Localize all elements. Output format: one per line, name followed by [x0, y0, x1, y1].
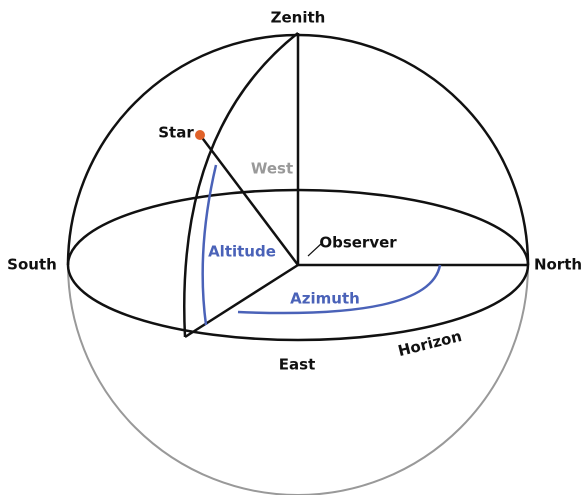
- altitude-arc: [201, 164, 218, 326]
- east-label: East: [279, 356, 315, 374]
- west-label: West: [251, 160, 293, 178]
- star-dot: [195, 130, 205, 140]
- east-line: [184, 263, 299, 339]
- star-meridian: [183, 32, 299, 338]
- south-label: South: [7, 256, 57, 274]
- observer-label: Observer: [319, 234, 397, 252]
- observer-leader: [307, 242, 323, 257]
- star-line: [199, 134, 299, 266]
- azimuth-arc: [237, 264, 442, 315]
- north-label: North: [534, 256, 582, 274]
- star-label: Star: [158, 124, 194, 142]
- altitude-label: Altitude: [208, 243, 276, 261]
- lower-hemisphere: [67, 264, 529, 495]
- zenith-label: Zenith: [271, 9, 326, 27]
- azimuth-label: Azimuth: [290, 290, 360, 308]
